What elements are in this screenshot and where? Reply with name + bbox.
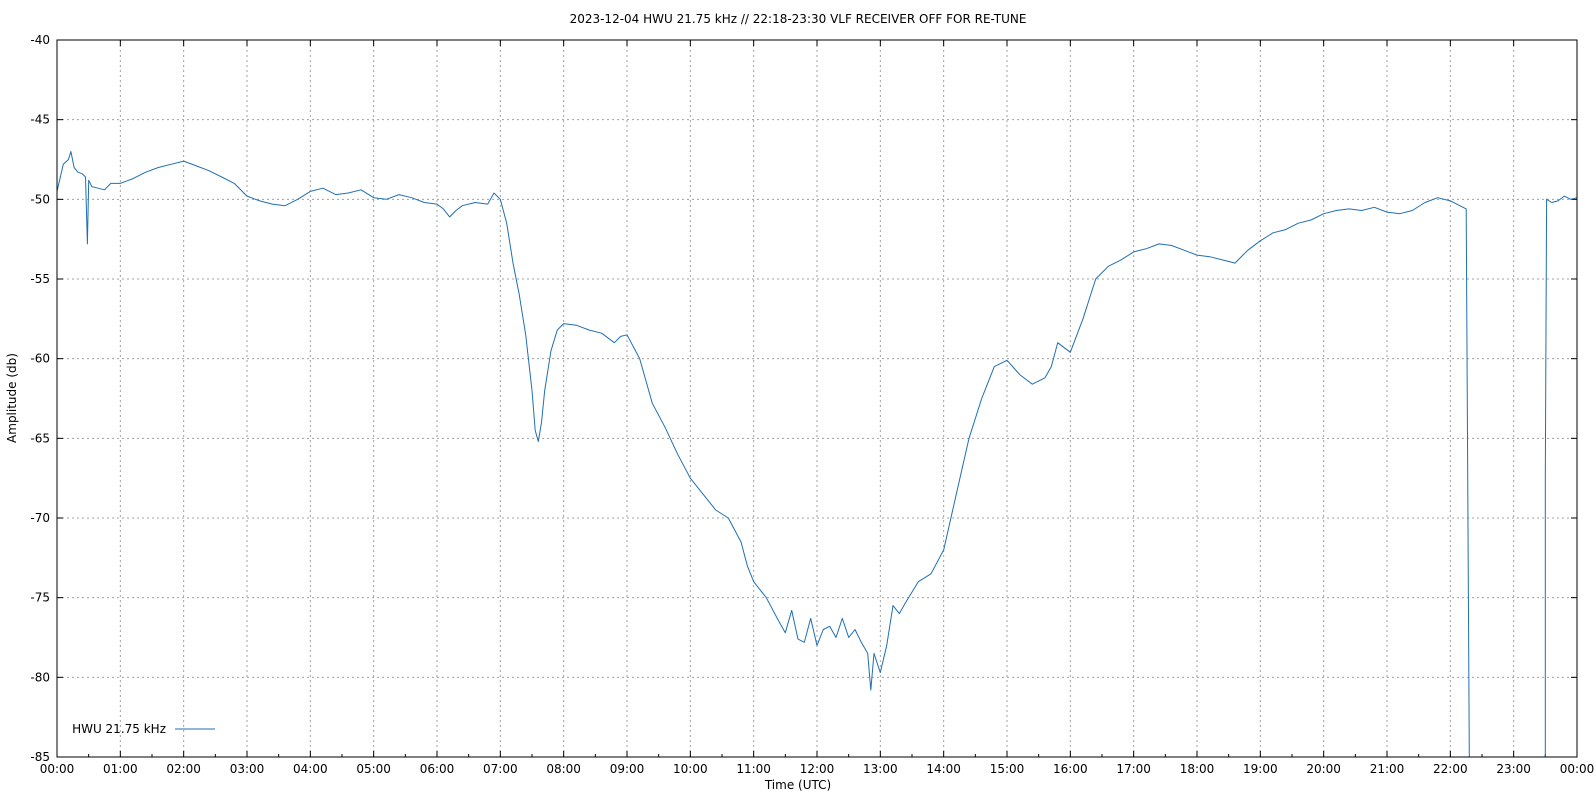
x-tick-label: 17:00 (1116, 762, 1151, 776)
x-tick-label: 02:00 (166, 762, 201, 776)
x-axis-label: Time (UTC) (764, 778, 831, 792)
y-tick-label: -75 (30, 591, 50, 605)
chart-title: 2023-12-04 HWU 21.75 kHz // 22:18-23:30 … (570, 12, 1027, 26)
x-tick-label: 01:00 (103, 762, 138, 776)
x-tick-label: 06:00 (420, 762, 455, 776)
plot-frame (56, 39, 1578, 758)
x-tick-label: 09:00 (610, 762, 645, 776)
grid-lines (57, 40, 1577, 757)
x-tick-label: 00:00 (1560, 762, 1595, 776)
x-tick-label: 03:00 (230, 762, 265, 776)
y-tick-label: -85 (30, 750, 50, 764)
x-tick-label: 04:00 (293, 762, 328, 776)
y-tick-label: -70 (30, 511, 50, 525)
x-tick-label: 16:00 (1053, 762, 1088, 776)
legend-label-hwu: HWU 21.75 kHz (72, 722, 166, 736)
x-tick-label: 21:00 (1370, 762, 1405, 776)
x-tick-label: 13:00 (863, 762, 898, 776)
x-tick-label: 12:00 (800, 762, 835, 776)
y-axis-label: Amplitude (db) (5, 353, 19, 443)
x-tick-label: 10:00 (673, 762, 708, 776)
x-tick-label: 07:00 (483, 762, 518, 776)
y-tick-label: -80 (30, 670, 50, 684)
x-tick-label: 00:00 (40, 762, 75, 776)
y-tick-label: -40 (30, 33, 50, 47)
y-tick-label: -55 (30, 272, 50, 286)
x-tick-label: 05:00 (356, 762, 391, 776)
series-line-segment (1544, 195, 1578, 757)
x-tick-label: 20:00 (1306, 762, 1341, 776)
y-tick-label: -65 (30, 431, 50, 445)
legend: HWU 21.75 kHz (72, 722, 215, 736)
series-line-segment (56, 151, 1470, 758)
y-tick-label: -50 (30, 192, 50, 206)
x-tick-label: 15:00 (990, 762, 1025, 776)
series-lines (56, 151, 1578, 758)
x-tick-label: 23:00 (1496, 762, 1531, 776)
y-tick-label: -60 (30, 352, 50, 366)
x-tick-label: 08:00 (546, 762, 581, 776)
x-tick-label: 18:00 (1180, 762, 1215, 776)
y-tick-label: -45 (30, 113, 50, 127)
x-tick-label: 14:00 (926, 762, 961, 776)
x-tick-label: 22:00 (1433, 762, 1468, 776)
x-tick-label: 19:00 (1243, 762, 1278, 776)
x-tick-label: 11:00 (736, 762, 771, 776)
axis-ticks: 00:00 01:00 02:00 03:00 04:00 05:00 06:00 07:00… (30, 33, 1594, 776)
